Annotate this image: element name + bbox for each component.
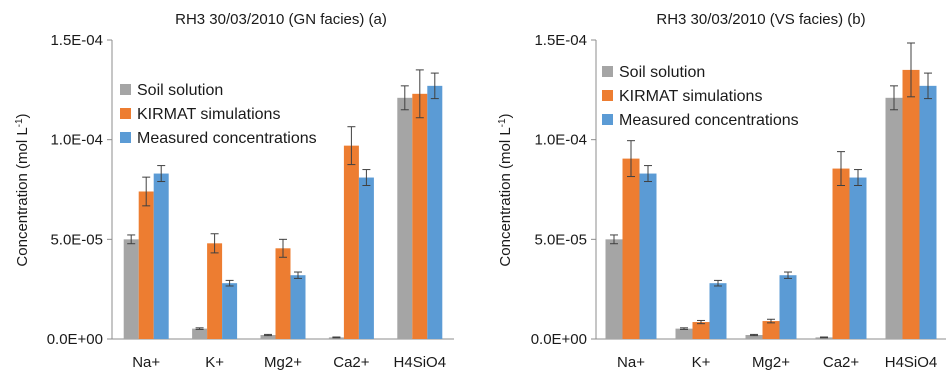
bar: [709, 283, 727, 339]
legend-label: Soil solution: [137, 82, 223, 99]
y-axis-label-superscript: -1: [497, 118, 508, 127]
x-tick-label: H4SiO4: [394, 354, 447, 371]
y-axis-label-close: ): [497, 113, 514, 118]
x-tick-labels: Na+ K+ Mg2+ Ca2+ H4SiO4: [617, 354, 937, 371]
x-tick-label: K+: [692, 354, 711, 371]
y-axis-label-text: Concentration (mol L: [14, 127, 31, 266]
y-tick-label: 0.0E+00: [47, 331, 103, 348]
legend-label: Soil solution: [619, 64, 705, 81]
y-tick-label: 5.0E-05: [534, 231, 587, 248]
bar: [207, 243, 223, 339]
bar: [358, 177, 374, 339]
bar: [260, 335, 276, 339]
bar: [919, 85, 937, 339]
legend-swatch: [602, 90, 613, 101]
x-tick-label: Ca2+: [823, 354, 860, 371]
legend: Soil solution KIRMAT simulations Measured …: [602, 64, 799, 129]
bar: [762, 321, 780, 339]
bar: [153, 173, 169, 339]
x-tick-label: Ca2+: [333, 354, 370, 371]
legend-label: KIRMAT simulations: [619, 88, 762, 105]
bar: [138, 191, 154, 339]
x-tick-label: Mg2+: [264, 354, 302, 371]
bar: [832, 168, 850, 339]
legend-label: Measured concentrations: [619, 112, 799, 129]
legend-label: KIRMAT simulations: [137, 106, 280, 123]
y-tick-label: 1.0E-04: [534, 132, 587, 149]
y-axis-label: Concentration (mol L-1): [497, 113, 514, 266]
chart-gn-facies: RH3 30/03/2010 (GN facies) (a) Concentra…: [14, 11, 454, 371]
bar: [692, 322, 710, 339]
y-ticks: 0.0E+00 5.0E-05 1.0E-04 1.5E-04: [531, 32, 596, 348]
x-tick-label: K+: [205, 354, 224, 371]
bar: [290, 275, 306, 339]
legend-swatch: [120, 84, 131, 95]
chart-vs-facies: RH3 30/03/2010 (VS facies) (b) Concentra…: [497, 11, 946, 371]
bar: [745, 335, 763, 339]
y-tick-label: 1.5E-04: [534, 32, 587, 49]
y-axis-label-close: ): [14, 113, 31, 118]
bar: [427, 85, 443, 339]
legend-swatch: [120, 132, 131, 143]
y-axis-label: Concentration (mol L-1): [14, 113, 31, 266]
bar: [885, 97, 903, 339]
y-tick-label: 1.0E-04: [50, 132, 103, 149]
bar: [902, 69, 920, 340]
bars: [123, 85, 443, 339]
legend-swatch: [602, 66, 613, 77]
bar: [779, 275, 797, 339]
bar: [605, 239, 623, 339]
y-tick-label: 1.5E-04: [50, 32, 103, 49]
x-tick-label: Na+: [617, 354, 645, 371]
bar: [849, 177, 867, 339]
legend-swatch: [602, 114, 613, 125]
y-axis-label-superscript: -1: [14, 118, 25, 127]
bar: [123, 239, 139, 339]
bar: [192, 328, 208, 339]
bar: [639, 173, 657, 339]
y-ticks: 0.0E+00 5.0E-05 1.0E-04 1.5E-04: [47, 32, 112, 348]
y-axis-label-text: Concentration (mol L: [497, 127, 514, 266]
bar: [397, 97, 413, 339]
chart-title: RH3 30/03/2010 (VS facies) (b): [656, 11, 865, 28]
bars: [605, 69, 937, 340]
y-tick-label: 5.0E-05: [50, 231, 103, 248]
legend-swatch: [120, 108, 131, 119]
y-tick-label: 0.0E+00: [531, 331, 587, 348]
x-tick-labels: Na+ K+ Mg2+ Ca2+ H4SiO4: [132, 354, 446, 371]
error-bars: [610, 42, 932, 339]
bar: [622, 158, 640, 339]
legend: Soil solution KIRMAT simulations Measured …: [120, 82, 317, 147]
x-tick-label: Na+: [132, 354, 160, 371]
bar: [343, 145, 359, 339]
error-bars: [127, 69, 439, 339]
bar: [275, 248, 291, 339]
legend-label: Measured concentrations: [137, 130, 317, 147]
chart-title: RH3 30/03/2010 (GN facies) (a): [175, 11, 387, 28]
bar: [675, 328, 693, 339]
x-tick-label: H4SiO4: [885, 354, 938, 371]
x-tick-label: Mg2+: [752, 354, 790, 371]
bar: [222, 283, 238, 339]
bar: [412, 93, 428, 339]
